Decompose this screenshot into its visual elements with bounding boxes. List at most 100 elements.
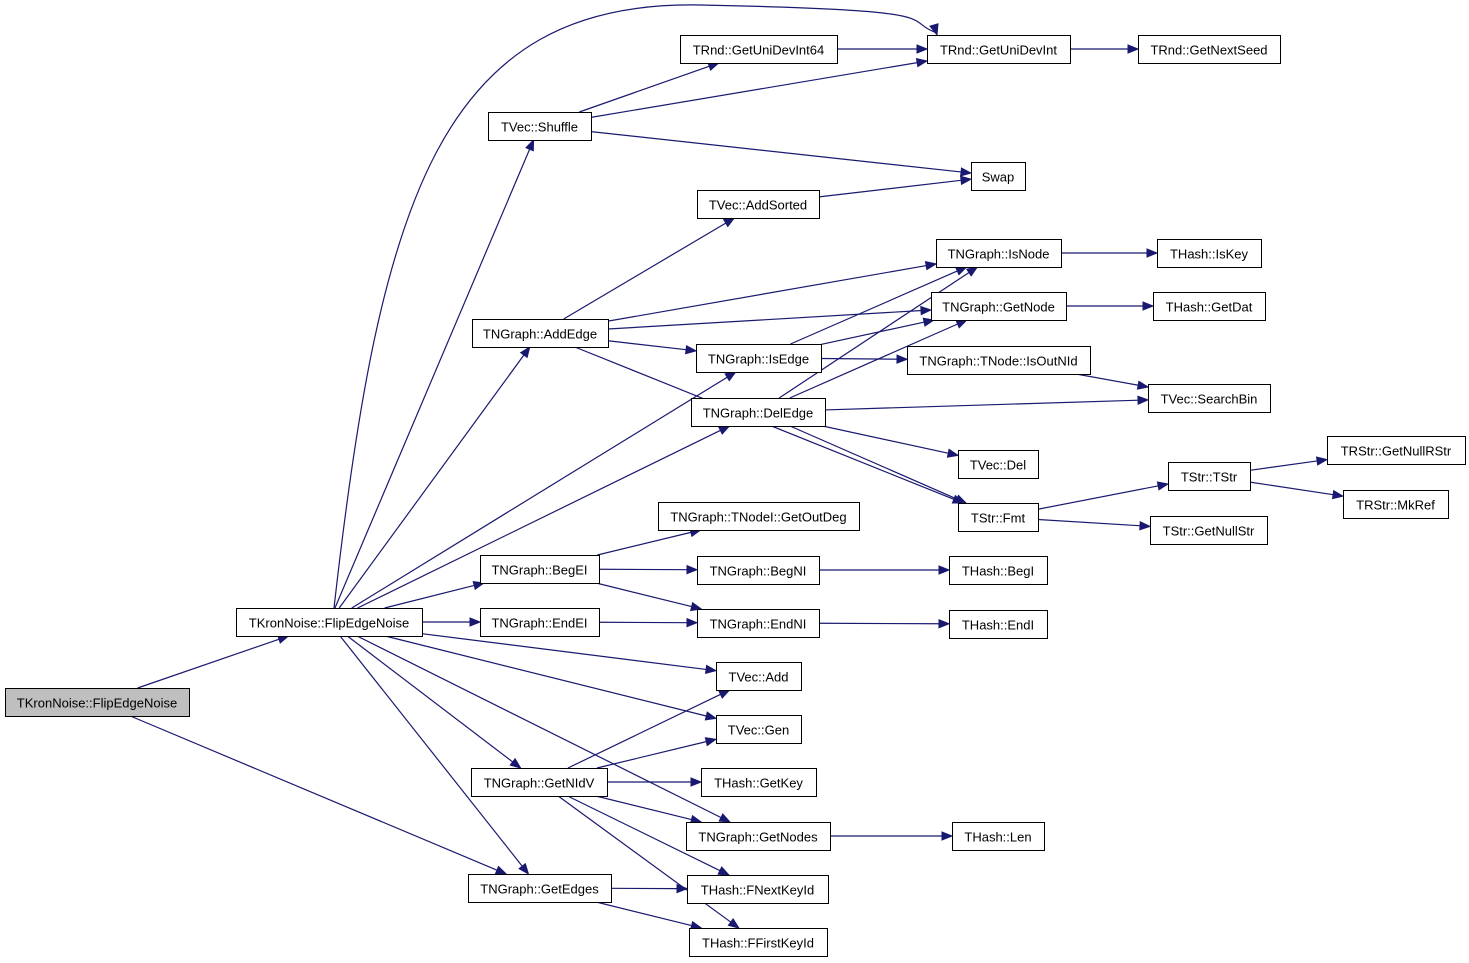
node-box — [1168, 462, 1251, 491]
arrowhead-icon — [704, 711, 718, 721]
node-getdat[interactable]: THash::GetDat — [1153, 292, 1266, 321]
arrowhead-icon — [690, 777, 703, 787]
node-getoutdeg[interactable]: TNGraph::TNodeI::GetOutDeg — [658, 502, 860, 531]
node-getunidevint64[interactable]: TRnd::GetUniDevInt64 — [680, 35, 838, 64]
edge-isedge-isoutnid — [820, 357, 899, 360]
node-getnidv[interactable]: TNGraph::GetNIdV — [471, 768, 608, 797]
arrowhead-icon — [960, 175, 973, 186]
node-label: TNGraph::TNode::IsOutNId — [919, 354, 1077, 369]
node-hbegi[interactable]: THash::BegI — [949, 556, 1048, 585]
arrowhead-icon — [724, 371, 737, 382]
node-isoutnid[interactable]: TNGraph::TNode::IsOutNId — [907, 346, 1091, 375]
edge-addedge-getnode — [607, 309, 923, 330]
node-shuffle[interactable]: TVec::Shuffle — [488, 112, 592, 141]
node-endni[interactable]: TNGraph::EndNI — [697, 609, 820, 638]
node-deledge[interactable]: TNGraph::DelEdge — [691, 398, 826, 427]
node-isnode[interactable]: TNGraph::IsNode — [936, 239, 1062, 268]
node-vecadd[interactable]: TVec::Add — [716, 662, 802, 691]
arrowhead-icon — [1137, 395, 1150, 405]
node-label: TRStr::MkRef — [1356, 498, 1435, 513]
node-label: THash::EndI — [962, 618, 1034, 633]
node-hendi[interactable]: THash::EndI — [949, 610, 1048, 639]
arrowhead-icon — [676, 883, 689, 894]
node-label: THash::Len — [964, 830, 1031, 845]
node-mkref[interactable]: TRStr::MkRef — [1343, 490, 1449, 519]
arrowhead-icon — [717, 425, 731, 435]
node-swap[interactable]: Swap — [971, 162, 1026, 191]
node-box — [471, 768, 608, 797]
edge-getnidv-vecadd — [567, 693, 722, 769]
node-box — [716, 662, 802, 691]
node-label: TRnd::GetUniDevInt64 — [693, 43, 825, 58]
edge-deledge-fmt — [789, 425, 958, 500]
node-getkey[interactable]: THash::GetKey — [701, 768, 817, 797]
node-label: THash::FNextKeyId — [701, 883, 814, 898]
arrowhead-icon — [924, 261, 938, 271]
node-len[interactable]: THash::Len — [952, 822, 1045, 851]
edge-tstr-mkref — [1249, 481, 1335, 496]
edge-shuffle-swap — [590, 131, 963, 173]
node-label: Swap — [982, 170, 1015, 185]
node-fen[interactable]: TKronNoise::FlipEdgeNoise — [236, 608, 423, 637]
node-box — [658, 502, 860, 531]
edge-fen-deledge — [357, 429, 722, 609]
arrowhead-icon — [896, 354, 909, 364]
node-getunidevint[interactable]: TRnd::GetUniDevInt — [927, 35, 1071, 64]
node-getnextseed[interactable]: TRnd::GetNextSeed — [1138, 35, 1281, 64]
node-begei[interactable]: TNGraph::BegEI — [480, 555, 600, 584]
arrowhead-icon — [955, 319, 968, 329]
node-addsorted[interactable]: TVec::AddSorted — [697, 190, 820, 219]
node-label: TNGraph::DelEdge — [703, 406, 814, 421]
node-ffirstkeyid[interactable]: THash::FFirstKeyId — [689, 928, 828, 957]
edge-addsorted-swap — [818, 179, 963, 198]
arrowhead-icon — [717, 866, 731, 876]
node-box — [691, 398, 826, 427]
node-begni[interactable]: TNGraph::BegNI — [697, 556, 820, 585]
node-box — [927, 35, 1071, 64]
node-getnullstr[interactable]: TStr::GetNullStr — [1150, 516, 1268, 545]
arrowhead-icon — [965, 266, 979, 277]
edge-fen-getunidevint — [333, 4, 938, 609]
node-box — [1138, 35, 1281, 64]
node-box — [5, 688, 190, 717]
arrowhead-icon — [920, 305, 933, 316]
arrowhead-icon — [717, 689, 731, 699]
arrowhead-icon — [686, 617, 699, 628]
edge-begei-getoutdeg — [597, 531, 693, 556]
node-searchbin[interactable]: TVec::SearchBin — [1148, 384, 1271, 413]
node-addedge[interactable]: TNGraph::AddEdge — [472, 319, 609, 348]
node-box — [488, 112, 592, 141]
node-box — [971, 162, 1026, 191]
node-root[interactable]: TKronNoise::FlipEdgeNoise — [5, 688, 190, 717]
edge-deledge-searchbin — [824, 399, 1140, 411]
node-vecgen[interactable]: TVec::Gen — [716, 715, 802, 744]
node-fmt[interactable]: TStr::Fmt — [958, 503, 1039, 532]
arrowhead-icon — [1331, 489, 1345, 500]
arrowhead-icon — [1139, 521, 1152, 531]
node-box — [472, 319, 609, 348]
node-isedge[interactable]: TNGraph::IsEdge — [696, 344, 822, 373]
arrowhead-icon — [525, 138, 535, 152]
edge-deledge-vecdel — [822, 425, 950, 455]
arrowhead-icon — [915, 58, 929, 68]
node-label: TNGraph::IsEdge — [708, 352, 809, 367]
edge-shuffle-getunidevint64 — [579, 65, 711, 113]
node-fnextkeyid[interactable]: THash::FNextKeyId — [687, 875, 829, 904]
node-getnullrstr[interactable]: TRStr::GetNullRStr — [1327, 436, 1466, 465]
arrowhead-icon — [469, 617, 482, 627]
arrowhead-icon — [1142, 301, 1155, 311]
node-label: THash::GetKey — [714, 776, 803, 791]
edge-deledge-getnode — [789, 323, 959, 399]
node-box — [480, 555, 600, 584]
node-getnode[interactable]: TNGraph::GetNode — [931, 292, 1067, 321]
edge-addedge-isnode — [607, 264, 928, 322]
node-label: TNGraph::AddEdge — [483, 327, 597, 342]
node-getedges[interactable]: TNGraph::GetEdges — [468, 874, 612, 903]
edge-fen-getnidv — [347, 635, 514, 764]
node-endei[interactable]: TNGraph::EndEI — [480, 608, 600, 637]
node-box — [236, 608, 423, 637]
node-iskey[interactable]: THash::IsKey — [1157, 239, 1262, 268]
node-getnodes[interactable]: TNGraph::GetNodes — [686, 822, 831, 851]
node-tstr[interactable]: TStr::TStr — [1168, 462, 1251, 491]
node-vecdel[interactable]: TVec::Del — [958, 450, 1039, 479]
